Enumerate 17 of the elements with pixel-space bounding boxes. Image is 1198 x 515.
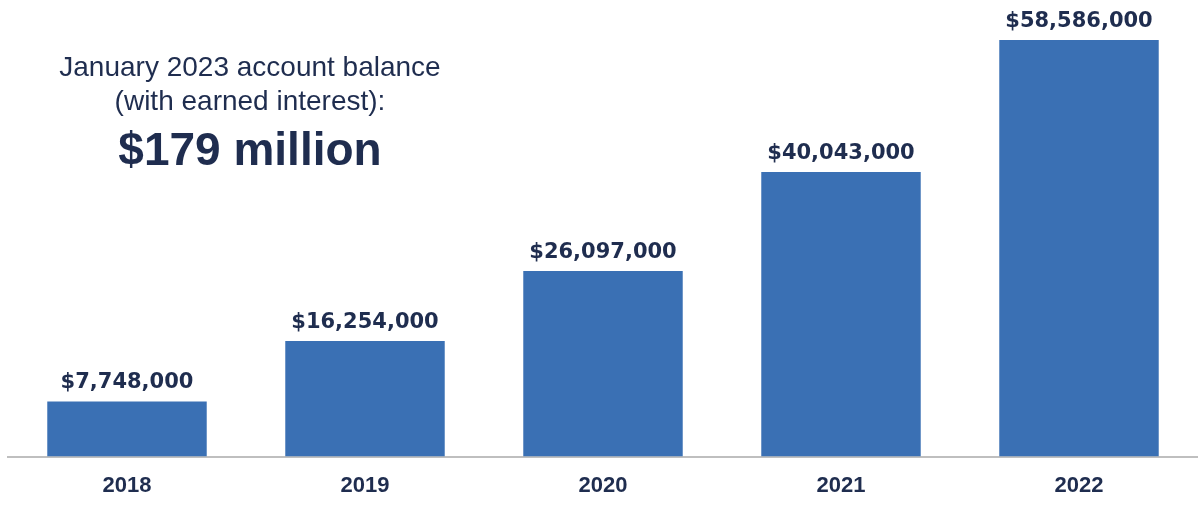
bar [999, 40, 1159, 457]
data-label: $40,043,000 [767, 139, 915, 164]
data-label: $16,254,000 [291, 308, 439, 333]
x-tick-label: 2021 [816, 471, 866, 497]
x-tick-label: 2020 [578, 471, 628, 497]
annotation: January 2023 account balance (with earned interest): [58, 50, 442, 118]
bar [285, 341, 445, 457]
data-label: $58,586,000 [1005, 8, 1153, 33]
bar [523, 271, 683, 457]
annotation: $179 million [117, 122, 383, 176]
x-tick-label: 2018 [102, 471, 152, 497]
bar [47, 401, 207, 457]
x-tick-label: 2022 [1054, 471, 1104, 497]
data-label: $7,748,000 [60, 369, 194, 394]
data-label: $26,097,000 [529, 239, 677, 263]
x-tick-label: 2019 [340, 471, 390, 497]
bar [761, 171, 921, 457]
